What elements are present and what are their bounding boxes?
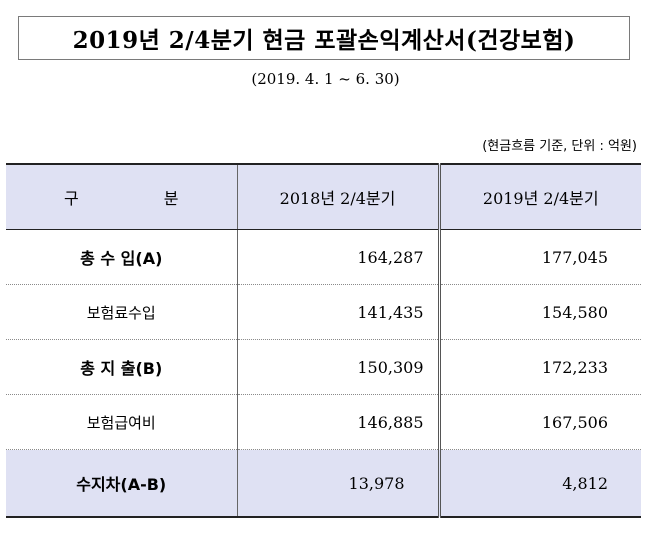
table-header-row: 구 분 2018년 2/4분기 2019년 2/4분기 xyxy=(6,163,641,230)
income-statement-table: 구 분 2018년 2/4분기 2019년 2/4분기 총 수 입(A) 164… xyxy=(6,163,641,518)
cell-2018-total-income: 164,287 xyxy=(236,229,439,285)
page-title: 2019년 2/4분기 현금 포괄손익계산서(건강보험) xyxy=(18,16,630,60)
cell-2018-premium-income: 141,435 xyxy=(236,284,439,340)
table-row-total: 수지차(A-B) 13,978 4,812 xyxy=(6,449,641,518)
row-label-total-expense: 총 지 출(B) xyxy=(6,339,237,395)
table-row: 총 지 출(B) 150,309 172,233 xyxy=(6,339,641,395)
unit-note: (현금흐름 기준, 단위 : 억원) xyxy=(482,139,637,154)
cell-2019-total-expense: 172,233 xyxy=(437,339,641,395)
table-row: 총 수 입(A) 164,287 177,045 xyxy=(6,229,641,285)
table-row: 보험급여비 146,885 167,506 xyxy=(6,394,641,450)
row-label-total-income: 총 수 입(A) xyxy=(6,229,237,285)
cell-2019-premium-income: 154,580 xyxy=(437,284,641,340)
header-2018: 2018년 2/4분기 xyxy=(236,163,439,230)
cell-2019-total-income: 177,045 xyxy=(437,229,641,285)
cell-2018-benefit-expense: 146,885 xyxy=(236,394,439,450)
period-range: (2019. 4. 1 ~ 6. 30) xyxy=(251,70,400,88)
header-category: 구 분 xyxy=(6,163,237,230)
row-label-benefit-expense: 보험급여비 xyxy=(6,394,237,450)
cell-2018-balance: 13,978 xyxy=(236,449,439,518)
row-label-premium-income: 보험료수입 xyxy=(6,284,237,340)
cell-2019-benefit-expense: 167,506 xyxy=(437,394,641,450)
cell-2019-balance: 4,812 xyxy=(437,449,641,518)
row-label-balance: 수지차(A-B) xyxy=(6,449,237,518)
header-2019: 2019년 2/4분기 xyxy=(437,163,641,230)
table-row: 보험료수입 141,435 154,580 xyxy=(6,284,641,340)
cell-2018-total-expense: 150,309 xyxy=(236,339,439,395)
